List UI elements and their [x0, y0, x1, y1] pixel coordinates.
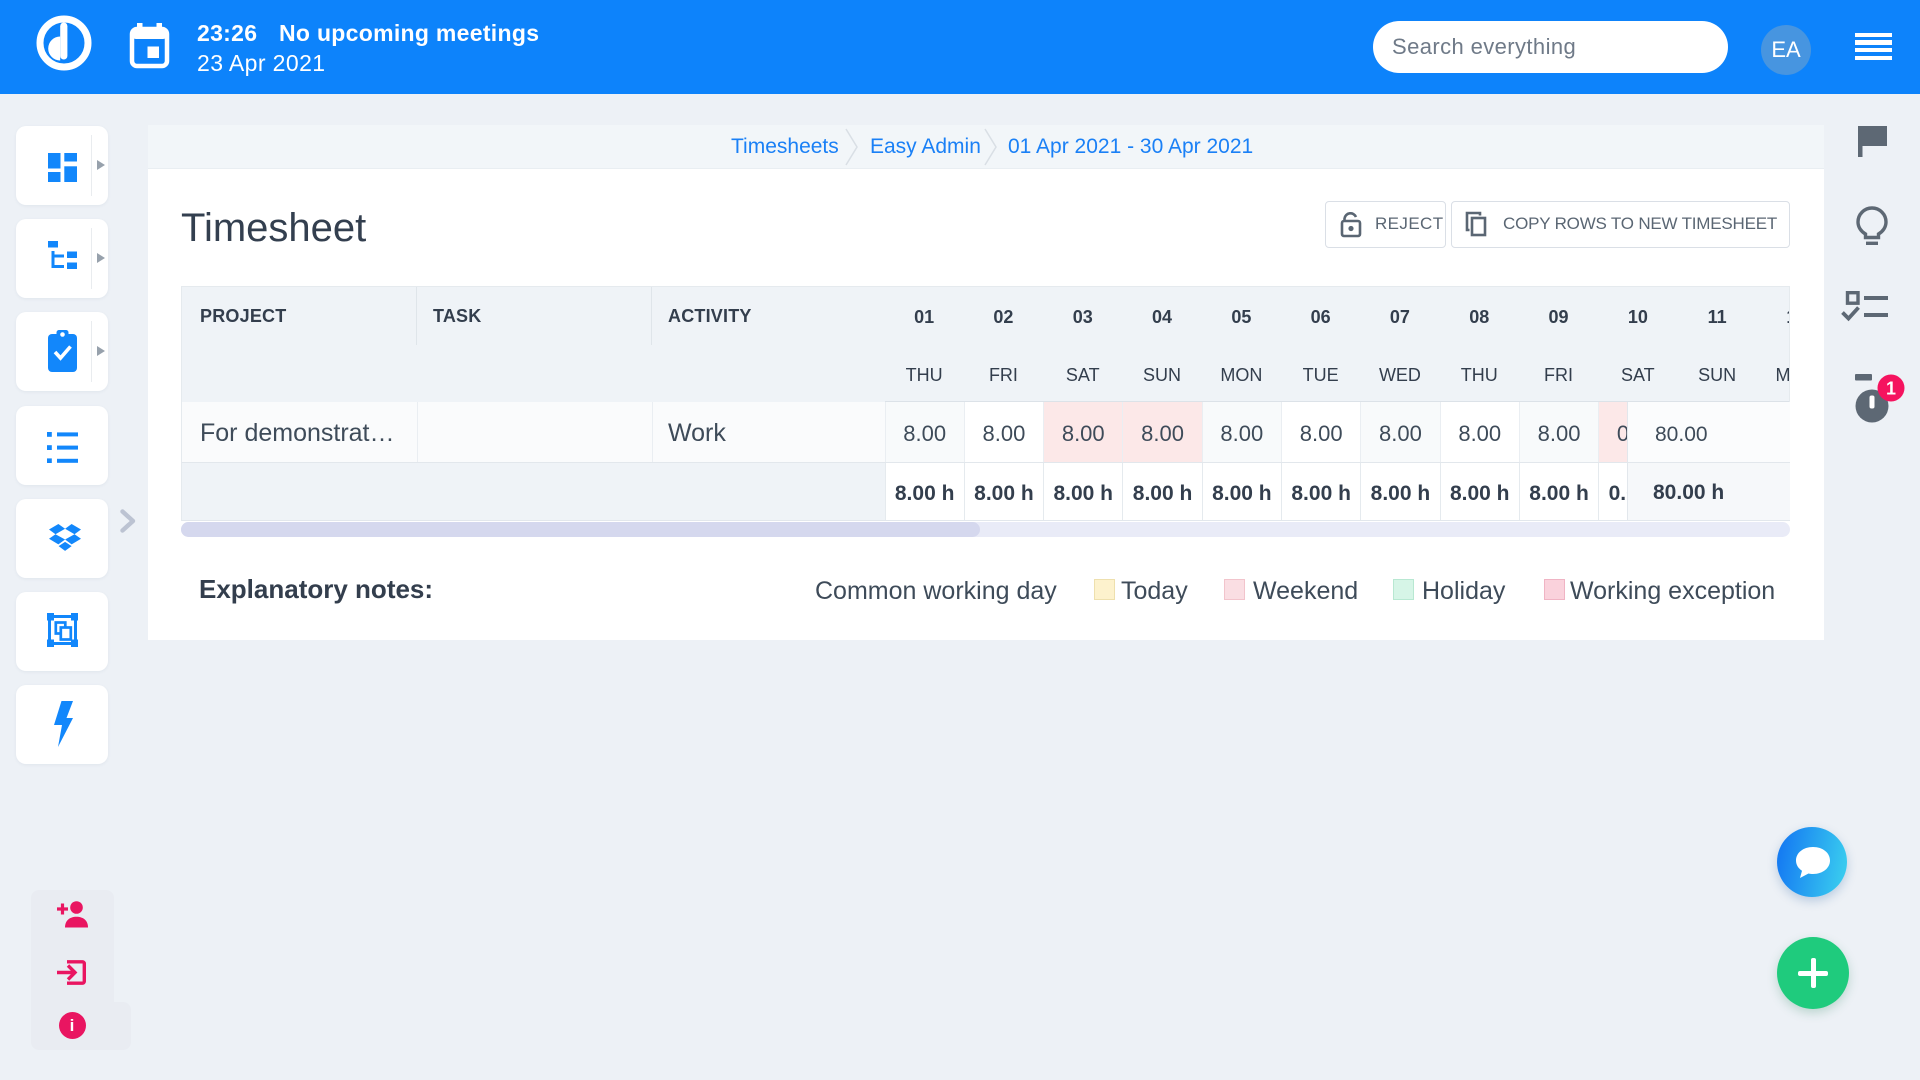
svg-text:1: 1 [1886, 379, 1896, 399]
